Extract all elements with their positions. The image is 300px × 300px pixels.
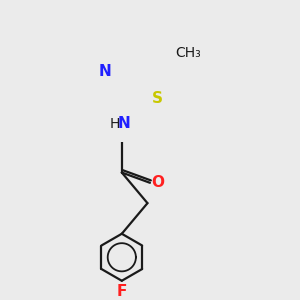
Text: H: H [110, 117, 120, 131]
Text: S: S [152, 91, 163, 106]
Text: F: F [117, 284, 127, 299]
Text: O: O [152, 175, 164, 190]
Text: N: N [99, 64, 112, 79]
Text: CH₃: CH₃ [175, 46, 201, 60]
Text: N: N [117, 116, 130, 131]
